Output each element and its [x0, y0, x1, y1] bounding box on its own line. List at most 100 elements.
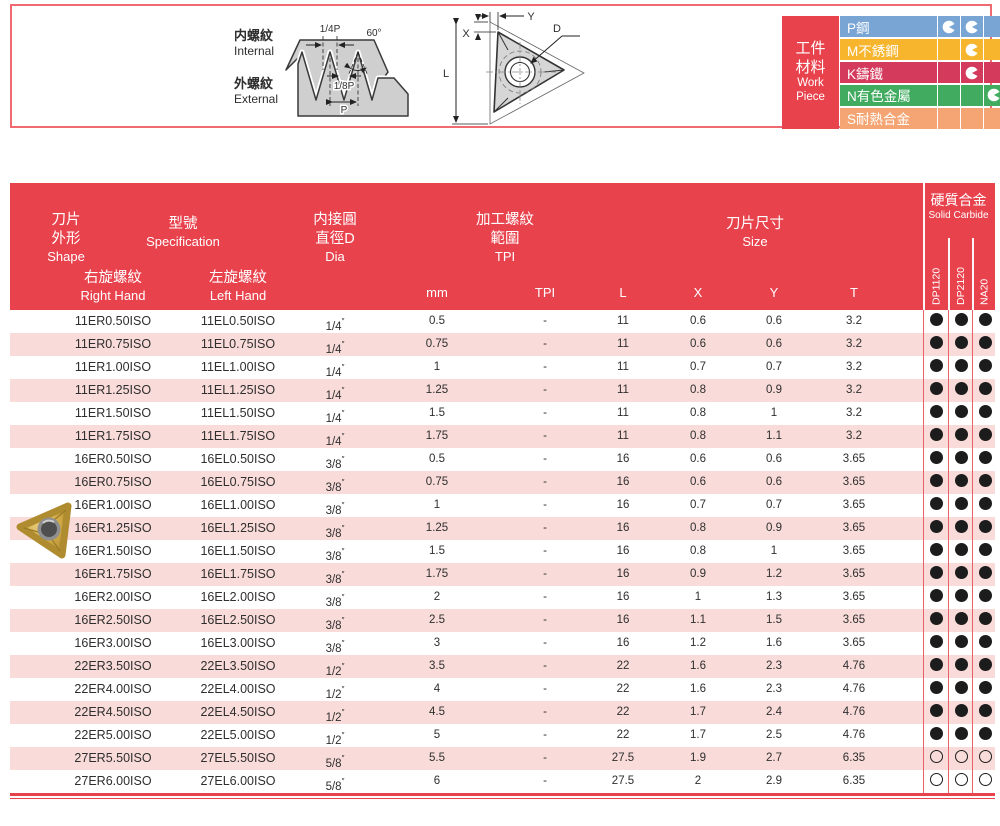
col-size-header: 刀片尺寸 Size	[600, 215, 910, 251]
cell-dia: 1/4″	[325, 386, 345, 402]
cell-tpi: -	[543, 522, 547, 534]
grade-available-dot	[978, 335, 992, 349]
grade-available-dot	[930, 496, 943, 510]
cell-y: 0.7	[766, 361, 782, 373]
grade-label-dp2120: DP2120	[955, 267, 967, 305]
grade-available-dot	[954, 358, 968, 372]
material-grade-cell-na20	[983, 38, 1000, 61]
cell-y: 1.1	[766, 430, 782, 442]
thread-en: TPI	[494, 248, 516, 264]
cell-dia: 1/4″	[325, 432, 345, 448]
cell-tpi: -	[543, 729, 547, 741]
grade-optional-circle	[954, 749, 968, 763]
insert-dim-d: D	[553, 23, 561, 35]
cell-t: 6.35	[842, 775, 866, 787]
cell-y: 1.2	[766, 568, 782, 580]
cell-grade-dp1120	[924, 494, 949, 517]
grade-label-na20: NA20	[978, 278, 991, 305]
grade-optional-circle	[930, 772, 943, 786]
coating-mark-icon	[987, 89, 1000, 102]
grade-available-dot	[978, 450, 992, 464]
cell-y: 0.6	[766, 315, 782, 327]
cell-x: 1	[694, 591, 702, 603]
cell-t: 3.65	[842, 614, 866, 626]
cell-dia: 3/8″	[325, 501, 345, 517]
coating-mark-icon	[942, 20, 955, 34]
grade-available-dot	[978, 542, 992, 556]
subcol-l: L	[619, 285, 627, 300]
cell-t: 3.2	[846, 315, 862, 327]
cell-y: 1.5	[766, 614, 782, 626]
cell-t: 3.65	[842, 499, 866, 511]
cell-grade-dp1120	[924, 425, 949, 448]
insert-dim-x: X	[462, 28, 470, 40]
dia-en: Dia	[325, 248, 345, 264]
cell-grade-dp2120	[949, 356, 973, 379]
grade-available-dot	[930, 427, 943, 441]
cell-grade-na20	[973, 655, 997, 678]
cell-left-hand: 16EL1.00ISO	[200, 498, 276, 512]
subcol-t: T	[850, 285, 858, 300]
cell-grade-na20	[973, 333, 997, 356]
cell-mm: 0.75	[425, 338, 449, 350]
cell-l: 11	[617, 361, 629, 373]
rh-zh: 右旋螺紋	[84, 270, 142, 286]
cell-right-hand: 22ER4.50ISO	[74, 705, 152, 719]
cell-grade-dp2120	[949, 448, 973, 471]
cell-grade-dp2120	[949, 379, 973, 402]
grade-optional-circle	[930, 749, 943, 763]
grade-available-dot	[930, 473, 943, 487]
workpiece-rows: P鋼 M不銹鋼 K鑄鐵 N有色金屬 S耐熱合金	[840, 16, 1000, 130]
cell-y: 0.6	[766, 453, 782, 465]
cell-mm: 6	[433, 775, 441, 787]
cell-y: 2.4	[766, 706, 782, 718]
grade-available-dot	[930, 657, 943, 671]
cell-grade-dp1120	[924, 540, 949, 563]
insert-dim-y: Y	[527, 11, 535, 23]
dim-eighth-p: 1/8P	[334, 81, 355, 92]
carbide-column-line	[972, 310, 973, 795]
cell-grade-dp1120	[924, 609, 949, 632]
table-row: 16ER1.50ISO 16EL1.50ISO 3/8″ 1.5 - 16 0.…	[10, 540, 995, 563]
cell-grade-dp1120	[924, 471, 949, 494]
material-grade-cell-na20	[983, 16, 1000, 38]
grade-available-dot	[978, 496, 992, 510]
material-grade-cell-dp1120	[937, 61, 960, 84]
cell-grade-dp1120	[924, 517, 949, 540]
table-row: 16ER2.50ISO 16EL2.50ISO 3/8″ 2.5 - 16 1.…	[10, 609, 995, 632]
cell-grade-dp2120	[949, 494, 973, 517]
thread-zh1: 加工螺紋	[476, 212, 534, 228]
cell-grade-dp2120	[949, 333, 973, 356]
cell-tpi: -	[543, 476, 547, 488]
cell-left-hand: 11EL0.50ISO	[200, 314, 276, 328]
table-row: 11ER1.00ISO 11EL1.00ISO 1/4″ 1 - 11 0.7 …	[10, 356, 995, 379]
col-spec-header: 型號 Specification	[108, 215, 258, 251]
cell-t: 3.2	[846, 338, 862, 350]
cell-y: 2.7	[766, 752, 782, 764]
cell-dia: 3/8″	[325, 455, 345, 471]
grade-available-dot	[954, 519, 968, 533]
carbide-en: Solid Carbide	[928, 210, 989, 222]
table-row: 16ER0.75ISO 16EL0.75ISO 3/8″ 0.75 - 16 0…	[10, 471, 995, 494]
grade-available-dot	[978, 657, 992, 671]
insert-product-photo	[16, 502, 72, 559]
grade-available-dot	[954, 611, 968, 625]
cell-right-hand: 16ER1.25ISO	[74, 521, 152, 535]
cell-y: 1.3	[766, 591, 782, 603]
lh-zh: 左旋螺紋	[209, 270, 267, 286]
cell-dia: 3/8″	[325, 547, 345, 563]
cell-grade-dp1120	[924, 655, 949, 678]
grade-optional-circle	[978, 749, 992, 763]
table-row: 27ER5.50ISO 27EL5.50ISO 5/8″ 5.5 - 27.5 …	[10, 747, 995, 770]
coating-mark-icon	[965, 43, 978, 56]
cell-grade-na20	[973, 540, 997, 563]
cell-l: 27.5	[611, 752, 635, 764]
grade-available-dot	[954, 450, 968, 464]
cell-dia: 1/4″	[325, 340, 345, 356]
grade-available-dot	[978, 634, 992, 648]
spec-zh: 型號	[168, 216, 198, 232]
cell-x: 1.7	[690, 729, 706, 741]
cell-t: 3.65	[842, 522, 866, 534]
table-row: 11ER1.75ISO 11EL1.75ISO 1/4″ 1.75 - 11 0…	[10, 425, 995, 448]
grade-available-dot	[978, 588, 992, 602]
